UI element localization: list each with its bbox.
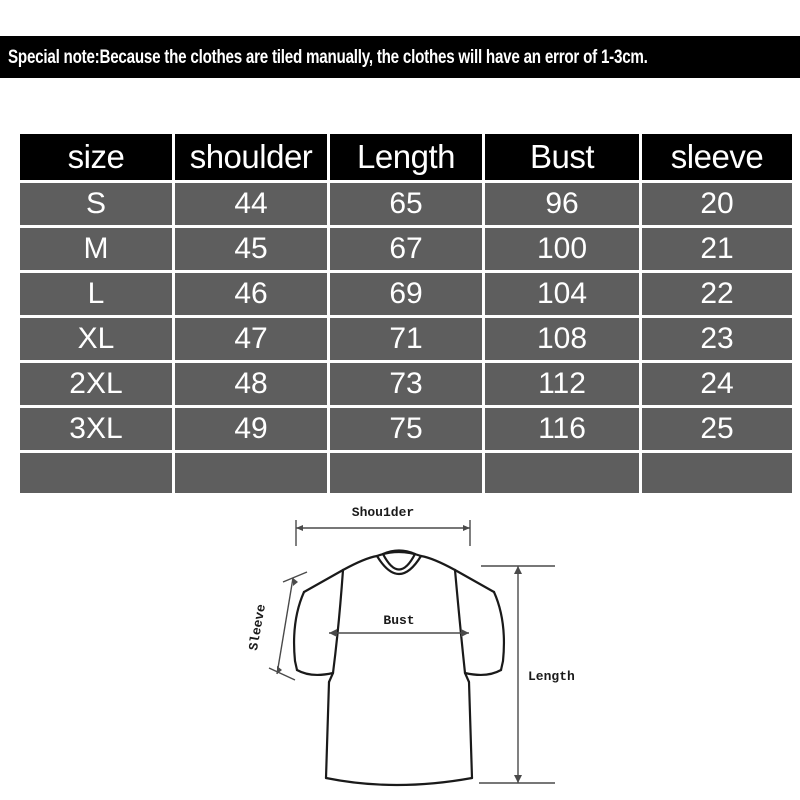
column-header-length: Length [330,134,482,180]
shoulder-dimension-line [295,520,471,546]
table-row: S 44 65 96 20 [20,183,792,225]
cell-length: 71 [330,318,482,360]
cell-shoulder: 49 [175,408,327,450]
shoulder-dimension-label: Shou1der [352,505,414,520]
cell-size: M [20,228,172,270]
table-header-row: size shoulder Length Bust sleeve [20,134,792,180]
column-header-size: size [20,134,172,180]
cell-sleeve: 25 [642,408,792,450]
cell-sleeve: 20 [642,183,792,225]
length-dimension-label: Length [528,669,575,684]
cell-size: S [20,183,172,225]
length-dimension-line [479,565,555,784]
cell-shoulder: 45 [175,228,327,270]
cell-bust: 116 [485,408,639,450]
cell-bust: 108 [485,318,639,360]
cell-bust: 100 [485,228,639,270]
column-header-bust: Bust [485,134,639,180]
cell-shoulder [175,453,327,493]
tshirt-measurement-diagram: Shou1der Sleeve Bust Length [225,496,605,796]
sleeve-dimension-line [268,571,308,681]
cell-size [20,453,172,493]
cell-length: 65 [330,183,482,225]
column-header-shoulder: shoulder [175,134,327,180]
tshirt-outline-icon [292,549,506,787]
table-row-empty [20,453,792,493]
cell-bust: 104 [485,273,639,315]
table-row: 3XL 49 75 116 25 [20,408,792,450]
table-row: 2XL 48 73 112 24 [20,363,792,405]
cell-sleeve: 22 [642,273,792,315]
cell-shoulder: 48 [175,363,327,405]
cell-length: 67 [330,228,482,270]
cell-size: L [20,273,172,315]
cell-size: XL [20,318,172,360]
cell-length: 69 [330,273,482,315]
cell-bust: 96 [485,183,639,225]
cell-shoulder: 44 [175,183,327,225]
cell-length: 75 [330,408,482,450]
cell-sleeve [642,453,792,493]
cell-length [330,453,482,493]
cell-shoulder: 47 [175,318,327,360]
cell-length: 73 [330,363,482,405]
cell-size: 2XL [20,363,172,405]
special-note-text: Special note:Because the clothes are til… [8,46,648,68]
cell-sleeve: 24 [642,363,792,405]
special-note-banner: Special note:Because the clothes are til… [0,36,800,78]
bust-dimension-label: Bust [383,613,414,628]
cell-shoulder: 46 [175,273,327,315]
table-row: M 45 67 100 21 [20,228,792,270]
cell-sleeve: 23 [642,318,792,360]
cell-bust [485,453,639,493]
size-chart-table: size shoulder Length Bust sleeve S 44 65… [17,131,795,496]
column-header-sleeve: sleeve [642,134,792,180]
sleeve-dimension-label: Sleeve [246,603,269,652]
cell-sleeve: 21 [642,228,792,270]
cell-size: 3XL [20,408,172,450]
table-row: L 46 69 104 22 [20,273,792,315]
table-row: XL 47 71 108 23 [20,318,792,360]
cell-bust: 112 [485,363,639,405]
bust-dimension-line [329,629,469,637]
